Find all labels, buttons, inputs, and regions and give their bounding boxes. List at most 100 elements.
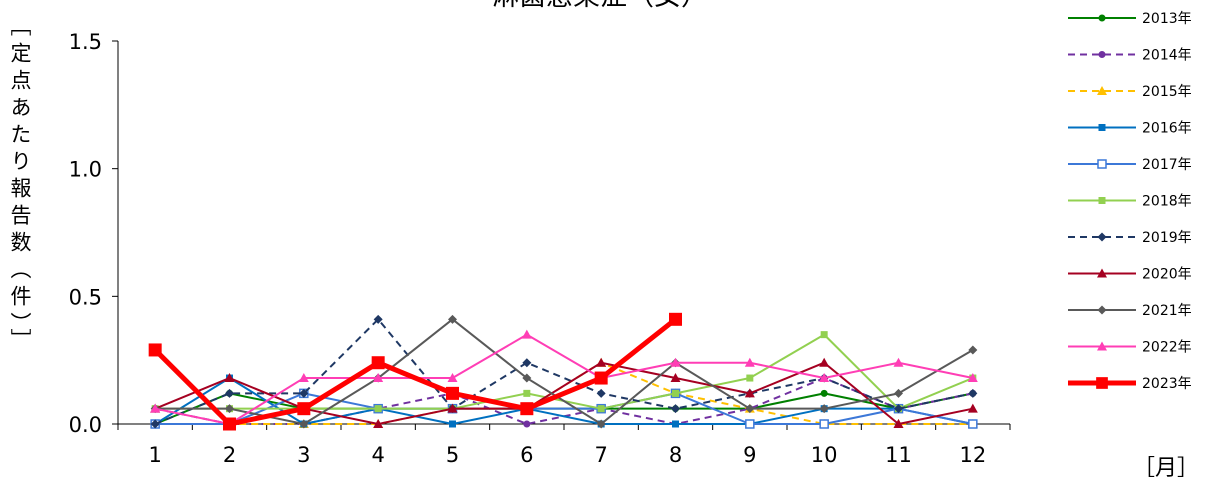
data-point	[447, 403, 458, 413]
data-point	[669, 312, 682, 326]
series-line	[153, 317, 678, 427]
data-point	[148, 343, 162, 357]
y-tick-label: 0.0	[69, 413, 102, 437]
data-point	[298, 373, 309, 383]
data-point	[225, 404, 234, 414]
y-tick-label: 0.5	[69, 285, 102, 309]
legend-item: 2019年	[1068, 230, 1192, 246]
y-axis-label: ［定点あたり報告数（件）］	[8, 15, 32, 356]
data-point	[893, 357, 904, 367]
data-point	[373, 419, 384, 428]
data-point	[225, 388, 234, 398]
legend-item: 2020年	[1068, 267, 1192, 283]
chart-title: 淋菌感染症（女）	[492, 0, 708, 12]
data-point	[224, 373, 235, 383]
axes: 0.00.51.01.51 2 3 4 5 6 7 8 9 10 11 12	[69, 30, 1011, 467]
data-point	[596, 357, 607, 367]
data-point	[746, 374, 754, 382]
legend-item: 2023年	[1068, 376, 1192, 392]
legend-item: 2016年	[1068, 121, 1192, 137]
data-point	[819, 373, 830, 383]
legend-marker	[1098, 197, 1106, 204]
legend-item: 2022年	[1068, 340, 1192, 356]
series-line	[154, 361, 974, 425]
series-line	[154, 333, 974, 425]
legend-item: 2021年	[1068, 303, 1192, 319]
series-2023年	[148, 312, 682, 431]
data-point	[968, 419, 978, 429]
legend-label: 2021年	[1142, 303, 1192, 319]
data-point	[894, 388, 903, 398]
data-point	[967, 403, 978, 413]
data-point	[523, 420, 531, 428]
data-point	[522, 358, 532, 368]
data-point	[968, 388, 978, 398]
legend-label: 2020年	[1142, 267, 1192, 283]
data-point	[672, 389, 679, 397]
series-lines	[148, 312, 978, 431]
data-point	[594, 371, 608, 385]
data-point	[744, 388, 755, 398]
series-line	[155, 318, 974, 425]
legend-item: 2014年	[1068, 48, 1192, 64]
data-point	[745, 419, 755, 429]
legend-marker	[1097, 232, 1107, 242]
data-point	[596, 419, 606, 429]
series-line	[154, 318, 974, 425]
x-tick-label: 5	[446, 443, 459, 467]
data-point	[373, 314, 383, 324]
x-tick-label: 4	[371, 443, 384, 467]
legend-marker	[1097, 86, 1107, 95]
data-point	[223, 417, 236, 431]
x-tick-label: 1	[148, 443, 161, 467]
legend-marker	[1098, 14, 1106, 22]
series-line	[155, 392, 974, 425]
legend-item: 2015年	[1068, 84, 1192, 100]
data-point	[968, 345, 978, 355]
data-point	[299, 419, 309, 429]
data-point	[820, 331, 828, 339]
x-tick-label: 3	[297, 443, 310, 467]
legend: 2013年 2014年 2015年 2016年 2017年 2018年 2019年 2020年…	[1068, 11, 1192, 392]
data-point	[447, 373, 458, 383]
legend-item: 2018年	[1068, 194, 1192, 210]
data-point	[150, 419, 160, 429]
legend-item: 2017年	[1068, 157, 1192, 173]
data-point	[672, 420, 679, 428]
y-tick-label: 1.5	[69, 30, 102, 54]
legend-marker	[1098, 124, 1106, 131]
data-point	[371, 356, 385, 370]
data-point	[819, 404, 829, 414]
legend-label: 2019年	[1142, 230, 1192, 246]
x-tick-label: 10	[811, 443, 838, 467]
legend-marker	[1097, 305, 1107, 315]
data-point	[523, 389, 531, 397]
legend-marker	[1097, 159, 1107, 169]
data-point	[596, 388, 606, 398]
data-point	[670, 357, 681, 367]
data-point	[967, 373, 978, 383]
x-tick-label: 8	[669, 443, 682, 467]
x-tick-label: 6	[520, 443, 533, 467]
data-point	[150, 403, 161, 413]
data-point	[446, 386, 459, 400]
data-point	[522, 373, 532, 383]
legend-label: 2016年	[1142, 121, 1192, 137]
series-line	[154, 377, 974, 425]
x-axis-unit-label: ［月］	[1133, 456, 1199, 481]
x-tick-label: 7	[594, 443, 607, 467]
data-point	[520, 402, 534, 416]
legend-label: 2023年	[1142, 376, 1192, 392]
x-tick-label: 9	[743, 443, 756, 467]
legend-item: 2013年	[1068, 11, 1192, 27]
legend-marker	[1097, 268, 1107, 278]
data-point	[894, 404, 903, 414]
data-point	[745, 404, 755, 414]
data-point	[449, 420, 456, 428]
data-point	[671, 404, 680, 414]
legend-label: 2022年	[1142, 340, 1192, 356]
data-point	[297, 402, 311, 416]
legend-label: 2014年	[1142, 48, 1192, 64]
x-tick-label: 11	[885, 443, 912, 467]
legend-label: 2015年	[1142, 84, 1192, 100]
